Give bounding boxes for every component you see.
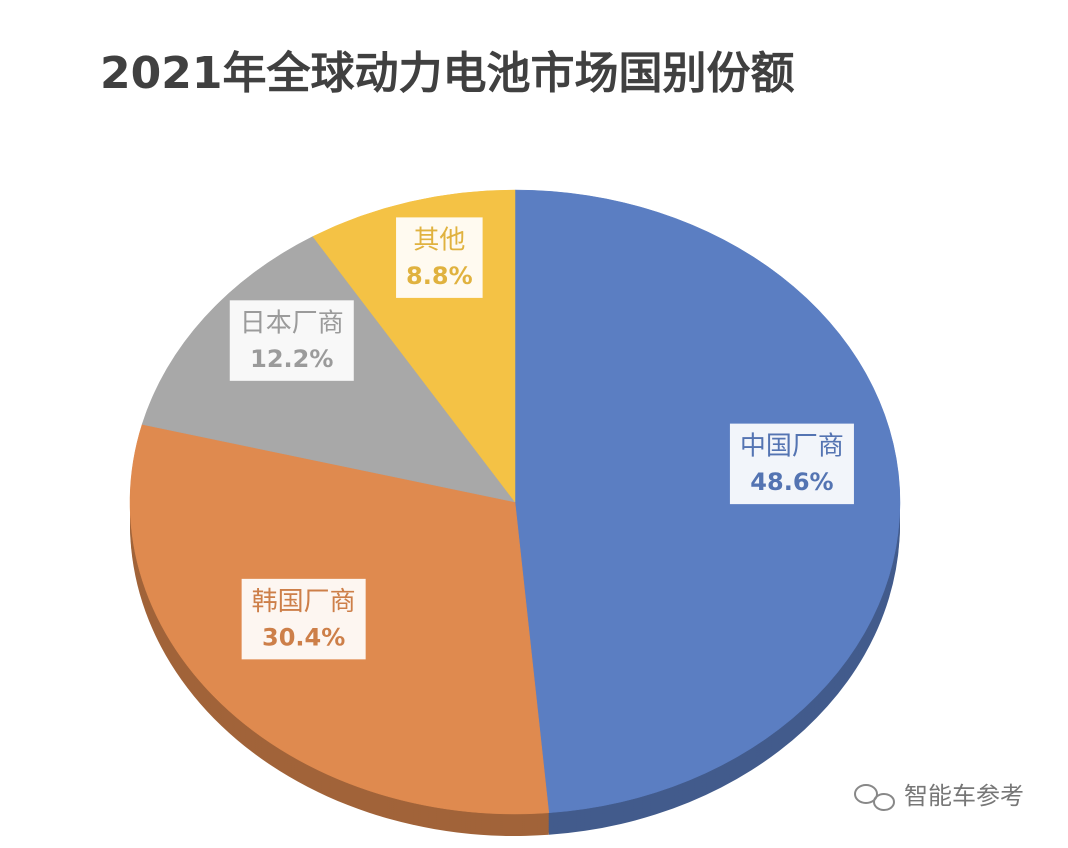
watermark: 智能车参考 bbox=[904, 782, 1024, 810]
data-label-box bbox=[729, 423, 854, 505]
pie: 中国厂商 48.6% 韩国厂商 30.4% 日本厂商 12.2% 其他 8.8% bbox=[129, 189, 901, 836]
category-label: 韩国厂商 bbox=[252, 587, 356, 617]
value-label: 8.8% bbox=[406, 262, 473, 290]
value-label: 48.6% bbox=[750, 468, 833, 496]
data-label-box bbox=[241, 578, 366, 660]
slice bbox=[514, 189, 901, 814]
category-label: 中国厂商 bbox=[740, 432, 844, 462]
watermark-icon bbox=[854, 784, 895, 811]
category-label: 其他 bbox=[413, 225, 465, 255]
data-label-box bbox=[396, 217, 483, 298]
value-label: 30.4% bbox=[262, 623, 345, 651]
value-label: 12.2% bbox=[250, 345, 333, 373]
chart-title: 2021年全球动力电池市场国别份额 bbox=[100, 48, 794, 99]
category-label: 日本厂商 bbox=[240, 308, 344, 338]
data-label-box bbox=[229, 300, 354, 381]
